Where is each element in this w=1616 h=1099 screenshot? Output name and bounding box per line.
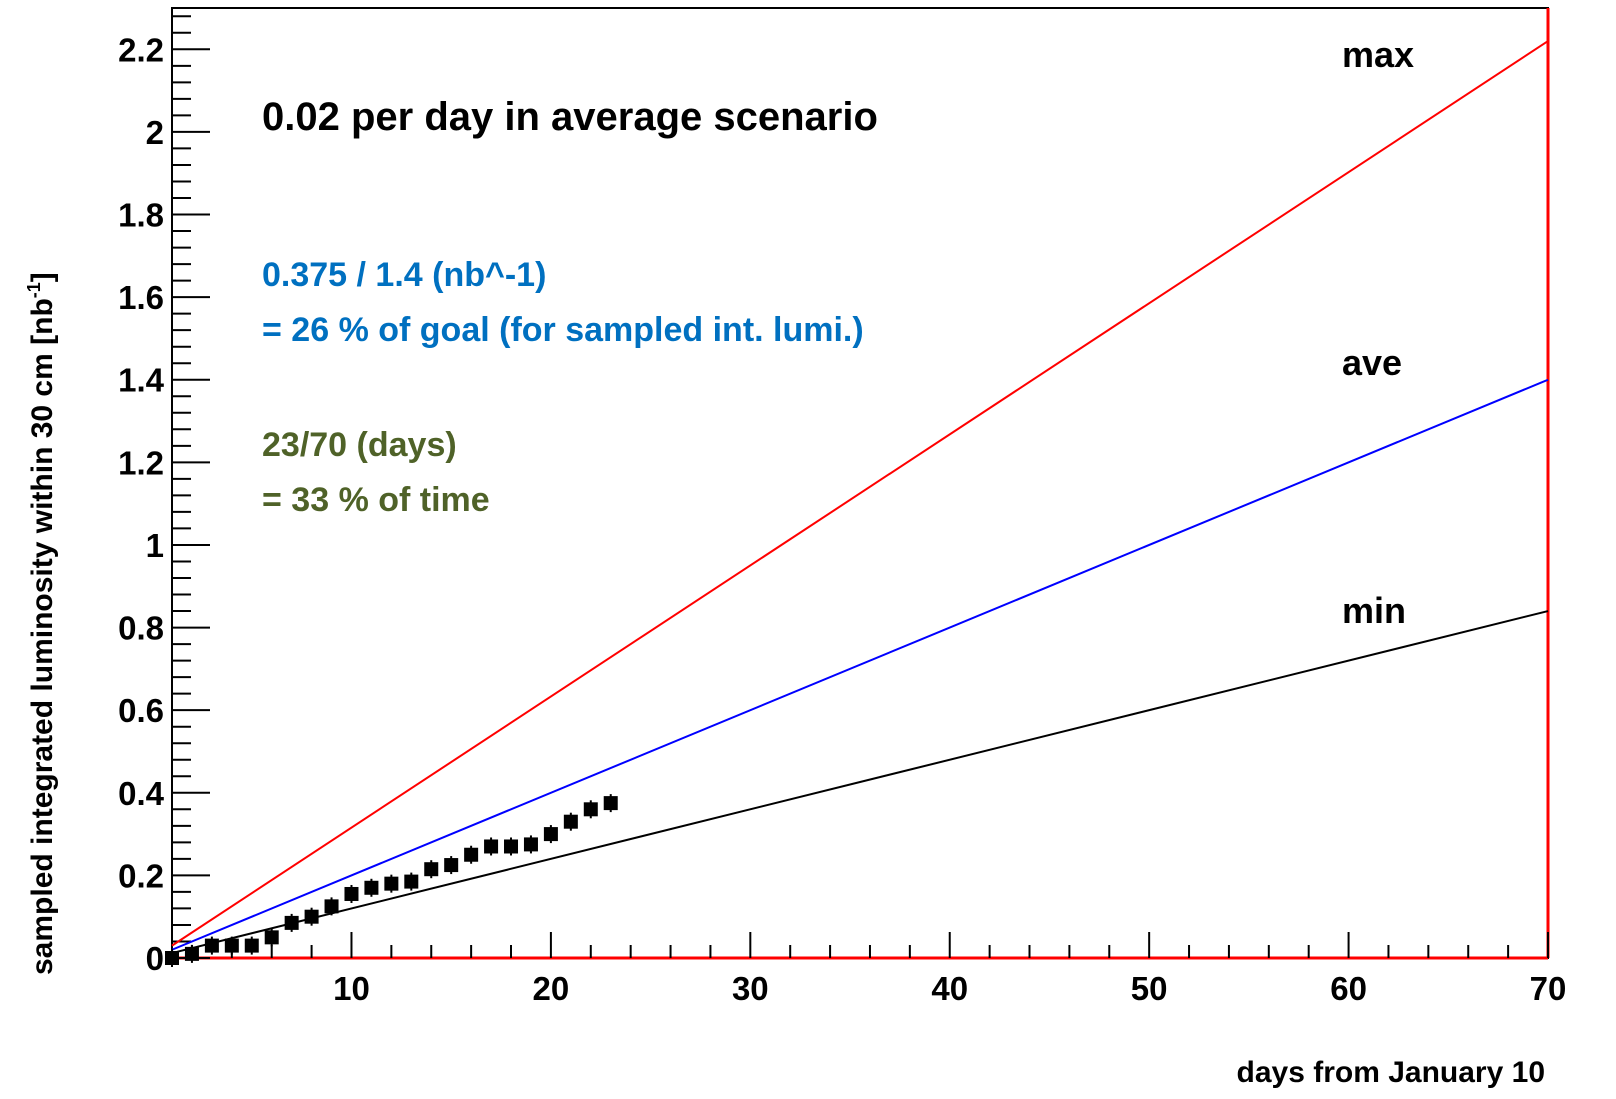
data-marker: [204, 938, 219, 953]
data-marker: [523, 837, 538, 852]
series-line-ave: [171, 378, 1549, 951]
data-marker: [603, 796, 618, 811]
x-tick-label: 30: [732, 970, 769, 1007]
series-line-max: [171, 40, 1549, 947]
data-marker: [543, 827, 558, 842]
series-label-ave: ave: [1342, 342, 1402, 383]
y-tick-label: 1.6: [118, 279, 164, 316]
y-tick-label: 1.2: [118, 444, 164, 481]
y-tick-label: 0: [146, 940, 164, 977]
series-label-min: min: [1342, 590, 1406, 631]
annotation-days-line2: = 33 % of time: [262, 481, 490, 519]
y-tick-label: 2.2: [118, 31, 164, 68]
series-lines: [171, 40, 1549, 955]
y-tick-label: 0.6: [118, 692, 164, 729]
data-marker: [344, 886, 359, 901]
y-tick-label: 1.8: [118, 197, 164, 234]
x-tick-label: 20: [533, 970, 570, 1007]
x-tick-label: 60: [1330, 970, 1367, 1007]
x-tick-label: 70: [1530, 970, 1567, 1007]
data-marker: [224, 938, 239, 953]
data-marker: [304, 909, 319, 924]
plot-frame: [171, 7, 1550, 960]
data-marker: [364, 880, 379, 895]
data-marker: [563, 814, 578, 829]
data-marker: [384, 876, 399, 891]
data-marker: [165, 951, 179, 965]
data-marker: [284, 915, 299, 930]
data-markers: [165, 794, 618, 967]
annotation-days-line1: 23/70 (days): [262, 426, 457, 464]
data-marker: [444, 858, 459, 873]
data-marker: [184, 946, 199, 961]
data-marker: [484, 839, 499, 854]
y-axis-title-superscript: -1: [24, 282, 44, 298]
y-tick-label: 1: [146, 527, 164, 564]
data-marker: [583, 802, 598, 817]
y-axis-title-main: sampled integrated luminosity within 30 …: [26, 298, 59, 975]
y-tick-label: 0.2: [118, 857, 164, 894]
data-marker: [324, 899, 339, 914]
y-tick-label: 0.4: [118, 775, 165, 812]
data-marker: [264, 930, 279, 945]
x-tick-label: 50: [1131, 970, 1168, 1007]
data-marker: [424, 862, 439, 877]
series-label-max: max: [1342, 34, 1414, 75]
x-tick-label: 10: [333, 970, 370, 1007]
y-axis-title: sampled integrated luminosity within 30 …: [24, 272, 59, 975]
x-tick-label: 40: [931, 970, 968, 1007]
y-tick-label: 2: [146, 114, 164, 151]
y-axis-title-close: ]: [26, 272, 59, 282]
annotation-lumi-line2: = 26 % of goal (for sampled int. lumi.): [262, 311, 864, 349]
annotation-lumi-line1: 0.375 / 1.4 (nb^-1): [262, 256, 546, 294]
x-axis-title: days from January 10: [1237, 1056, 1545, 1089]
y-tick-label: 1.4: [118, 362, 165, 399]
data-marker: [244, 938, 259, 953]
y-tick-label: 0.8: [118, 610, 164, 647]
chart-title: 0.02 per day in average scenario: [262, 95, 878, 139]
data-marker: [464, 847, 479, 862]
axis-tick-labels: 10 20 30 40 50 60 70 0 0.2 0.4 0.6 0.8 1 1.2 1.4 1.6 1.8…: [118, 31, 1566, 1007]
data-marker: [504, 839, 519, 854]
data-marker: [404, 874, 419, 889]
series-line-min: [171, 610, 1549, 955]
